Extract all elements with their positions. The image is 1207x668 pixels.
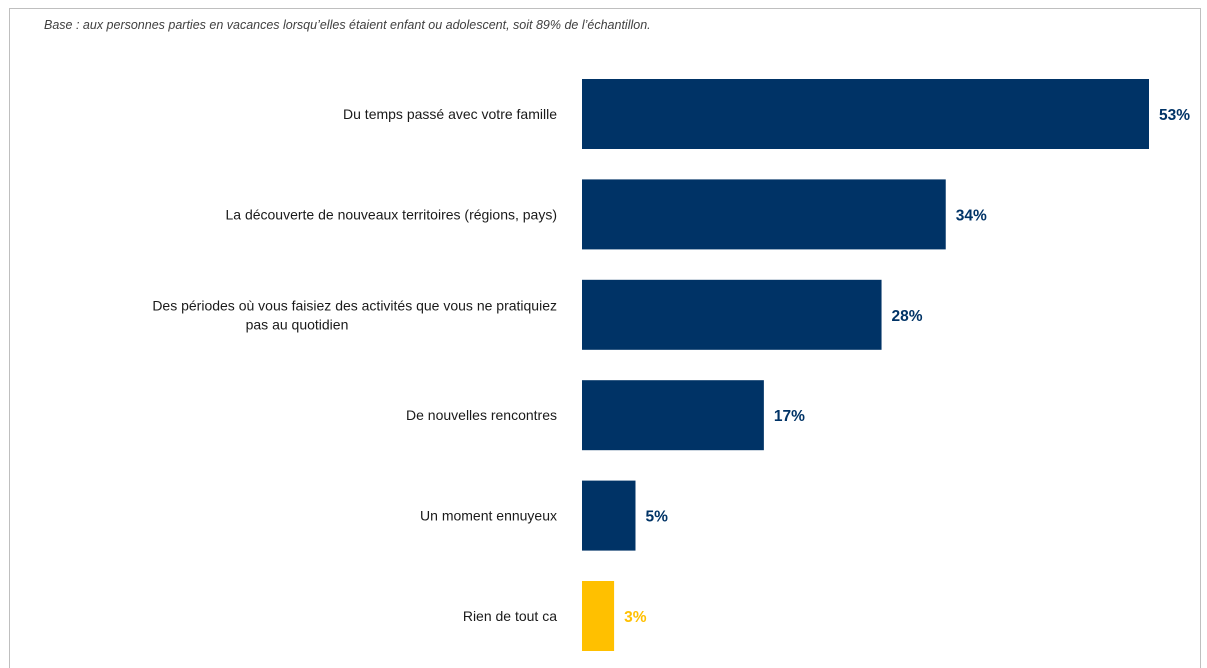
value-label-3: 17% <box>774 408 805 425</box>
value-label-4: 5% <box>645 509 668 526</box>
bar-2 <box>582 279 882 350</box>
chart-frame <box>9 8 1201 668</box>
bar-0 <box>582 79 1149 149</box>
category-label-3: De nouvelles rencontres <box>406 407 557 423</box>
category-label-4: Un moment ennuyeux <box>420 508 557 524</box>
bar-3 <box>582 380 764 451</box>
category-label-0: Du temps passé avec votre famille <box>343 106 557 122</box>
bar-5 <box>582 581 615 651</box>
bar-1 <box>582 179 946 250</box>
value-label-0: 53% <box>1159 107 1190 124</box>
category-label-1: La découverte de nouveaux territoires (r… <box>225 206 557 222</box>
value-label-2: 28% <box>892 308 923 325</box>
category-label-5: Rien de tout ca <box>463 608 557 624</box>
base-note: Base : aux personnes parties en vacances… <box>44 18 651 32</box>
value-label-5: 3% <box>624 609 647 626</box>
bar-4 <box>582 480 636 551</box>
value-label-1: 34% <box>956 207 987 224</box>
category-label-2: Des périodes où vous faisiez des activit… <box>152 297 557 332</box>
